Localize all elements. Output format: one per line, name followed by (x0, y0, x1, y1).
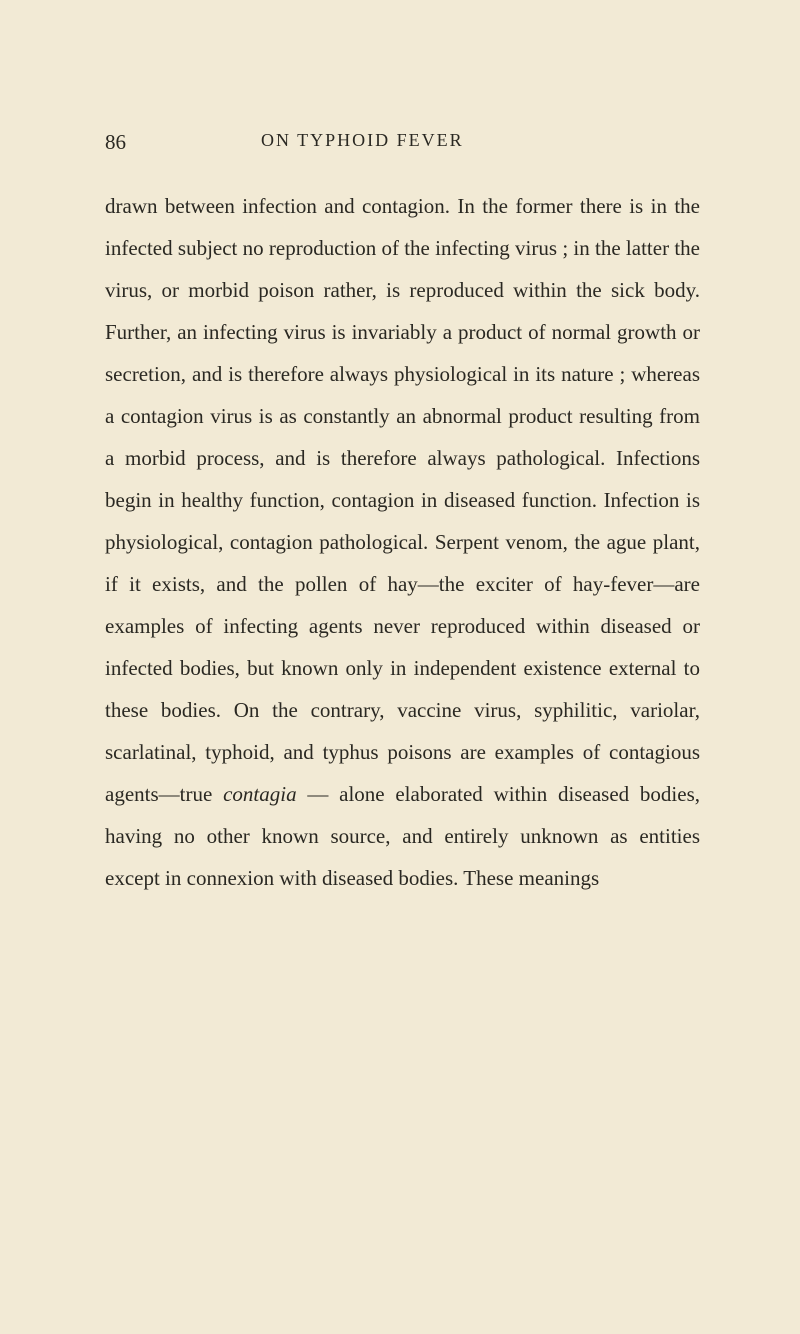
page-header: 86 ON TYPHOID FEVER (105, 130, 700, 155)
chapter-title: ON TYPHOID FEVER (261, 130, 464, 155)
page-number: 86 (105, 130, 126, 155)
body-paragraph: drawn between infection and contagion. I… (105, 185, 700, 899)
italic-text: contagia (223, 782, 297, 806)
body-text-span: drawn between infection and contagion. I… (105, 194, 700, 806)
